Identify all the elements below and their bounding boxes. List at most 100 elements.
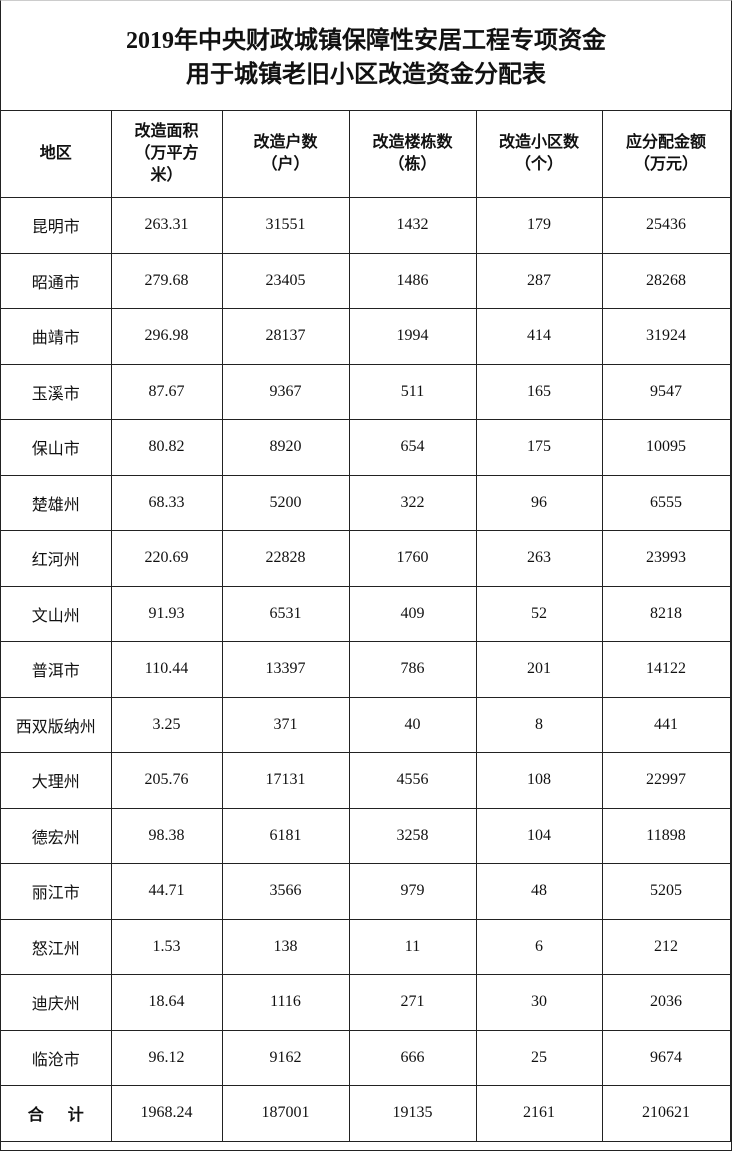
value-cell: 17131 xyxy=(221,752,350,809)
column-header-text: （万平方 xyxy=(134,145,199,162)
title-line-1: 2019年中央财政城镇保障性安居工程专项资金 xyxy=(126,27,606,54)
value-cell: 1760 xyxy=(348,530,477,587)
value-cell: 110.44 xyxy=(110,641,223,698)
region-cell: 迪庆州 xyxy=(1,974,112,1031)
value-cell: 5205 xyxy=(601,863,731,920)
value-cell: 25436 xyxy=(601,197,731,254)
value-cell: 18.64 xyxy=(110,974,223,1031)
value-cell: 30 xyxy=(475,974,603,1031)
value-cell: 201 xyxy=(475,641,603,698)
total-row: 合 计 1968.24 187001 19135 2161 210621 xyxy=(1,1085,731,1142)
value-cell: 9367 xyxy=(221,363,350,420)
region-cell: 曲靖市 xyxy=(1,308,112,365)
total-value: 210621 xyxy=(601,1085,731,1142)
region-cell: 昆明市 xyxy=(1,197,112,254)
value-cell: 9547 xyxy=(601,363,731,420)
value-cell: 48 xyxy=(475,863,603,920)
value-cell: 40 xyxy=(348,696,477,753)
column-header-text: 地区 xyxy=(39,145,72,162)
value-cell: 6531 xyxy=(221,585,350,642)
value-cell: 11 xyxy=(348,918,477,975)
value-cell: 8218 xyxy=(601,585,731,642)
region-cell: 文山州 xyxy=(1,585,112,642)
column-header: 改造户数 （户） xyxy=(221,110,350,198)
value-cell: 10095 xyxy=(601,419,731,476)
column-header-text: 改造面积 xyxy=(134,123,199,140)
value-cell: 8920 xyxy=(221,419,350,476)
value-cell: 212 xyxy=(601,918,731,975)
total-value: 187001 xyxy=(221,1085,350,1142)
table-row: 大理州 205.76 17131 4556 108 22997 xyxy=(1,752,731,809)
column-header: 改造楼栋数 （栋） xyxy=(348,110,477,198)
region-cell: 楚雄州 xyxy=(1,474,112,531)
region-cell: 大理州 xyxy=(1,752,112,809)
value-cell: 6555 xyxy=(601,474,731,531)
value-cell: 279.68 xyxy=(110,252,223,309)
table-row: 楚雄州 68.33 5200 322 96 6555 xyxy=(1,474,731,531)
table-row: 曲靖市 296.98 28137 1994 414 31924 xyxy=(1,308,731,365)
column-header-text: （户） xyxy=(261,156,310,173)
value-cell: 287 xyxy=(475,252,603,309)
value-cell: 511 xyxy=(348,363,477,420)
value-cell: 371 xyxy=(221,696,350,753)
value-cell: 31924 xyxy=(601,308,731,365)
value-cell: 91.93 xyxy=(110,585,223,642)
title-line-2: 用于城镇老旧小区改造资金分配表 xyxy=(186,61,546,88)
region-cell: 临沧市 xyxy=(1,1029,112,1086)
region-cell: 玉溪市 xyxy=(1,363,112,420)
value-cell: 22997 xyxy=(601,752,731,809)
table-row: 保山市 80.82 8920 654 175 10095 xyxy=(1,419,731,476)
column-header-text: 米） xyxy=(150,167,183,184)
column-header: 改造小区数 （个） xyxy=(475,110,603,198)
table-body: 昆明市 263.31 31551 1432 179 25436 昭通市 279.68 23405… xyxy=(1,197,731,1142)
value-cell: 9674 xyxy=(601,1029,731,1086)
region-cell: 红河州 xyxy=(1,530,112,587)
value-cell: 296.98 xyxy=(110,308,223,365)
value-cell: 98.38 xyxy=(110,807,223,864)
value-cell: 979 xyxy=(348,863,477,920)
value-cell: 23993 xyxy=(601,530,731,587)
value-cell: 1486 xyxy=(348,252,477,309)
value-cell: 179 xyxy=(475,197,603,254)
value-cell: 31551 xyxy=(221,197,350,254)
value-cell: 22828 xyxy=(221,530,350,587)
value-cell: 205.76 xyxy=(110,752,223,809)
value-cell: 3.25 xyxy=(110,696,223,753)
value-cell: 1.53 xyxy=(110,918,223,975)
value-cell: 138 xyxy=(221,918,350,975)
total-value: 1968.24 xyxy=(110,1085,223,1142)
column-header-text: 改造户数 xyxy=(253,134,318,151)
value-cell: 104 xyxy=(475,807,603,864)
value-cell: 4556 xyxy=(348,752,477,809)
region-cell: 昭通市 xyxy=(1,252,112,309)
table-row: 普洱市 110.44 13397 786 201 14122 xyxy=(1,641,731,698)
value-cell: 441 xyxy=(601,696,731,753)
total-label: 合 计 xyxy=(1,1085,112,1142)
value-cell: 263 xyxy=(475,530,603,587)
value-cell: 28137 xyxy=(221,308,350,365)
value-cell: 263.31 xyxy=(110,197,223,254)
value-cell: 1116 xyxy=(221,974,350,1031)
value-cell: 25 xyxy=(475,1029,603,1086)
value-cell: 13397 xyxy=(221,641,350,698)
table-row: 怒江州 1.53 138 11 6 212 xyxy=(1,918,731,975)
column-header: 地区 xyxy=(1,110,112,198)
table-row: 临沧市 96.12 9162 666 25 9674 xyxy=(1,1029,731,1086)
total-value: 19135 xyxy=(348,1085,477,1142)
document-title: 2019年中央财政城镇保障性安居工程专项资金 用于城镇老旧小区改造资金分配表 xyxy=(1,1,731,110)
allocation-table: 地区 改造面积 （万平方 米） 改造户数 （户） 改造楼栋数 （栋） 改造小区数 （个） 应分配金额… xyxy=(1,110,731,1142)
total-value: 2161 xyxy=(475,1085,603,1142)
value-cell: 1432 xyxy=(348,197,477,254)
table-row: 玉溪市 87.67 9367 511 165 9547 xyxy=(1,363,731,420)
value-cell: 666 xyxy=(348,1029,477,1086)
value-cell: 409 xyxy=(348,585,477,642)
value-cell: 11898 xyxy=(601,807,731,864)
column-header-text: 应分配金额 xyxy=(625,134,706,151)
value-cell: 175 xyxy=(475,419,603,476)
table-row: 德宏州 98.38 6181 3258 104 11898 xyxy=(1,807,731,864)
column-header: 应分配金额 （万元） xyxy=(601,110,731,198)
value-cell: 1994 xyxy=(348,308,477,365)
value-cell: 6181 xyxy=(221,807,350,864)
table-row: 丽江市 44.71 3566 979 48 5205 xyxy=(1,863,731,920)
